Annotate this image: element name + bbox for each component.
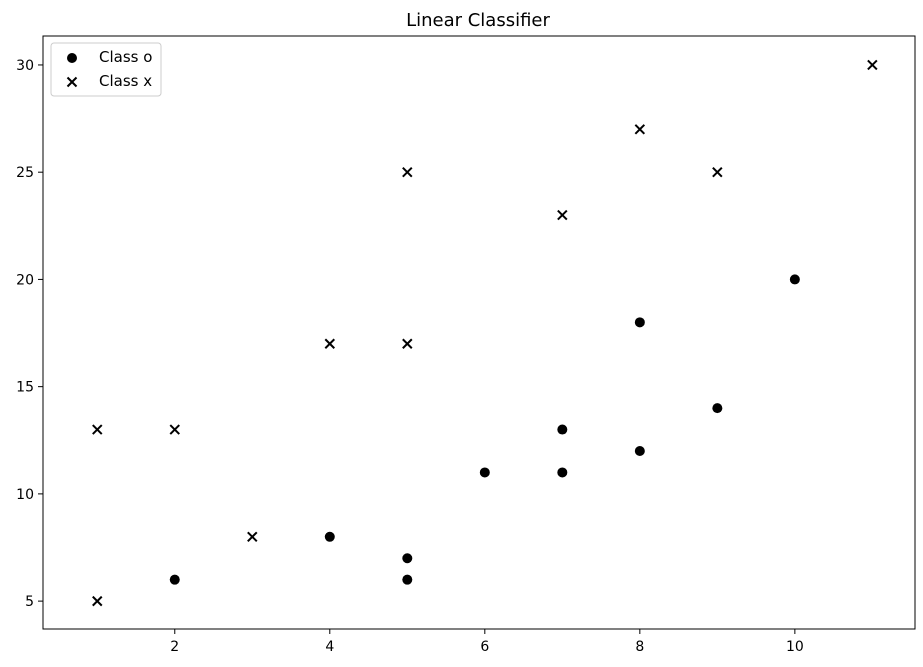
chart-title: Linear Classifier bbox=[406, 10, 550, 31]
class-x-point bbox=[324, 338, 335, 349]
data-points bbox=[92, 59, 878, 607]
class-o-point bbox=[557, 424, 568, 435]
class-x-point bbox=[402, 166, 413, 178]
y-tick-label: 30 bbox=[16, 58, 34, 74]
class-x-point bbox=[402, 338, 413, 349]
x-tick-label: 2 bbox=[170, 639, 179, 655]
legend-entry-label: Class o bbox=[99, 48, 152, 66]
class-o-point bbox=[402, 574, 413, 585]
class-x-point bbox=[92, 424, 103, 435]
legend: Class o Class x bbox=[50, 42, 162, 97]
class-x-point bbox=[634, 124, 646, 135]
class-x-point bbox=[867, 59, 878, 71]
x-tick-label: 6 bbox=[480, 639, 489, 655]
class-o-point bbox=[557, 467, 568, 478]
legend-marker-x bbox=[66, 76, 78, 88]
class-o-point bbox=[634, 445, 645, 456]
x-tick-label: 10 bbox=[786, 639, 804, 655]
class-o-point bbox=[789, 274, 800, 285]
class-o-point bbox=[712, 403, 723, 414]
x-tick-label: 4 bbox=[325, 639, 334, 655]
y-tick-label: 20 bbox=[16, 272, 34, 288]
legend-marker-circle bbox=[67, 53, 77, 63]
y-tick-label: 15 bbox=[16, 380, 34, 396]
class-x-point bbox=[169, 424, 180, 435]
class-x-point bbox=[712, 166, 723, 178]
legend-box bbox=[50, 42, 162, 97]
y-tick-label: 5 bbox=[25, 594, 34, 610]
class-x-point bbox=[557, 209, 568, 221]
class-x-point bbox=[92, 595, 103, 607]
class-x-point bbox=[247, 531, 258, 542]
x-tick-label: 8 bbox=[635, 639, 644, 655]
plot-area-frame bbox=[42, 35, 916, 630]
class-o-point bbox=[324, 531, 335, 542]
class-o-point bbox=[634, 317, 645, 328]
class-o-point bbox=[479, 467, 490, 478]
legend-entry-label: Class x bbox=[99, 72, 152, 90]
class-o-point bbox=[169, 574, 180, 585]
y-tick-label: 10 bbox=[16, 487, 34, 503]
y-tick-label: 25 bbox=[16, 165, 34, 181]
class-o-point bbox=[402, 553, 413, 564]
axis-ticks: 2 4 6 8 10 5 10 15 20 25 30 bbox=[16, 58, 804, 655]
